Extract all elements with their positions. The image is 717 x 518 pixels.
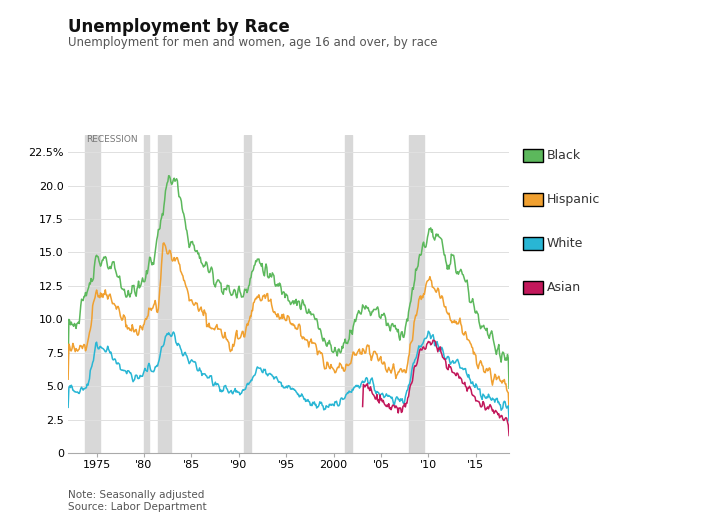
Text: Hispanic: Hispanic [547, 193, 600, 206]
Bar [409, 135, 424, 453]
Text: Unemployment for men and women, age 16 and over, by race: Unemployment for men and women, age 16 a… [68, 36, 437, 49]
Text: Unemployment by Race: Unemployment by Race [68, 18, 290, 36]
Text: Asian: Asian [547, 281, 581, 294]
Bar [346, 135, 351, 453]
Text: RECESSION: RECESSION [85, 135, 137, 144]
Text: Note: Seasonally adjusted: Note: Seasonally adjusted [68, 490, 204, 499]
Bar [158, 135, 171, 453]
Bar [85, 135, 100, 453]
Bar [144, 135, 148, 453]
Bar [244, 135, 251, 453]
Text: Source: Labor Department: Source: Labor Department [68, 502, 206, 512]
Text: White: White [547, 237, 584, 250]
Text: Black: Black [547, 149, 581, 162]
